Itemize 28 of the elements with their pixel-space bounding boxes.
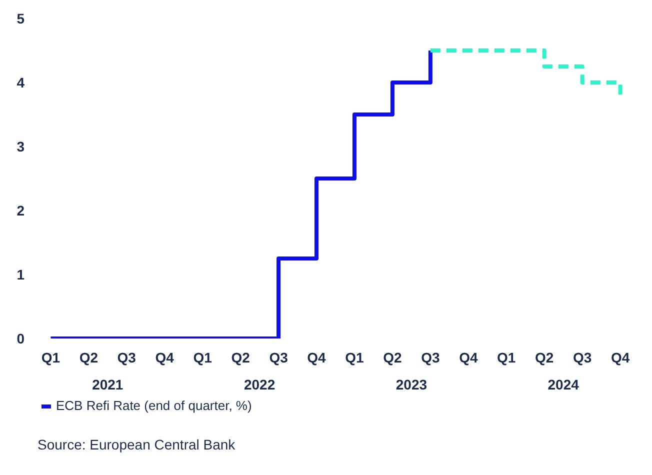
x-tick-label: Q4 — [155, 350, 174, 366]
x-tick-label: Q3 — [117, 350, 136, 366]
y-tick-label: 5 — [16, 10, 25, 26]
source-note: Source: European Central Bank — [38, 436, 236, 452]
x-tick-label: Q1 — [193, 350, 212, 366]
y-tick-label: 2 — [16, 202, 25, 218]
y-tick-label: 0 — [16, 330, 25, 346]
x-tick-label: Q4 — [610, 350, 630, 366]
x-tick-label: Q2 — [535, 350, 554, 366]
x-tick-label: Q2 — [79, 350, 98, 366]
y-tick-label: 4 — [16, 74, 25, 90]
x-tick-label: Q4 — [307, 350, 326, 366]
text: 2021 — [92, 376, 124, 392]
x-tick-label: Q1 — [345, 350, 364, 366]
y-tick-label: 1 — [16, 266, 25, 282]
legend-label: ECB Refi Rate (end of quarter, %) — [56, 398, 252, 413]
x-tick-label: Q3 — [573, 350, 592, 366]
y-tick-label: 3 — [16, 138, 25, 154]
text: 2023 — [396, 376, 428, 392]
x-tick-label: Q1 — [497, 350, 516, 366]
x-tick-label: Q4 — [459, 350, 478, 366]
x-tick-label: Q3 — [269, 350, 288, 366]
x-tick-label: Q2 — [383, 350, 402, 366]
x-tick-label: Q1 — [41, 350, 60, 366]
text: 2022 — [244, 376, 276, 392]
x-tick-label: Q3 — [421, 350, 440, 366]
text: 2024 — [548, 376, 580, 392]
x-tick-label: Q2 — [231, 350, 250, 366]
